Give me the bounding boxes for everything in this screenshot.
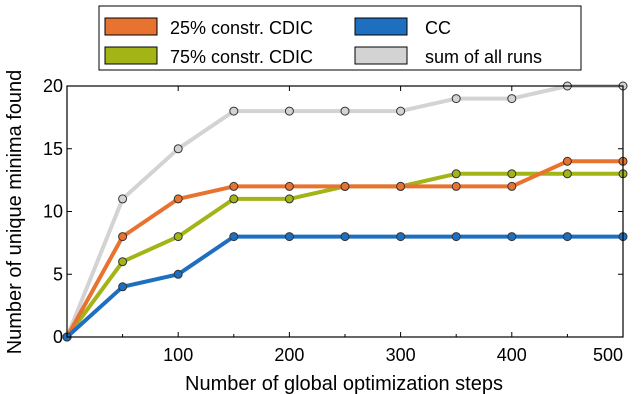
data-point (229, 106, 239, 116)
data-point (229, 232, 239, 242)
data-point (451, 232, 461, 242)
legend-entry: 75% constr. CDIC (104, 46, 313, 67)
y-tick-label: 0 (53, 327, 63, 347)
series-cc (62, 232, 628, 342)
data-point (451, 169, 461, 179)
data-point (284, 106, 294, 116)
x-tick-label: 100 (163, 345, 193, 365)
legend-swatch (354, 46, 408, 65)
y-tick-label: 5 (53, 264, 63, 284)
legend-label: 25% constr. CDIC (170, 18, 313, 38)
data-point (173, 194, 183, 204)
data-point (284, 194, 294, 204)
legend: 25% constr. CDIC CC 75% constr. CDIC sum of… (98, 5, 582, 71)
legend-entry: CC (354, 17, 451, 38)
legend-swatch (104, 17, 158, 36)
legend-swatch (104, 46, 158, 65)
data-point (118, 232, 128, 242)
x-tick-label: 500 (593, 345, 623, 365)
series-line (65, 84, 625, 339)
data-point (118, 282, 128, 292)
data-point (173, 144, 183, 154)
legend-label: CC (425, 18, 451, 38)
data-point (396, 181, 406, 191)
data-point (284, 181, 294, 191)
axes-frame (66, 85, 624, 338)
y-tick-label: 15 (43, 139, 63, 159)
data-point (562, 156, 572, 166)
y-tick-label: 20 (43, 76, 63, 96)
series-line (65, 171, 625, 339)
data-point (340, 232, 350, 242)
legend-box (98, 5, 582, 71)
x-tick-label: 200 (274, 345, 304, 365)
x-axis-label: Number of global optimization steps (185, 373, 503, 394)
data-point (507, 232, 517, 242)
data-point (229, 181, 239, 191)
series-sum-of-all-runs (62, 81, 628, 342)
series-75-constr-cdic (62, 169, 628, 342)
series-line (65, 234, 625, 339)
data-point (118, 257, 128, 267)
data-point (173, 232, 183, 242)
legend-entry: sum of all runs (354, 46, 542, 67)
data-point (562, 232, 572, 242)
data-point (229, 194, 239, 204)
data-point (118, 194, 128, 204)
data-point (340, 181, 350, 191)
y-axis-label: Number of unique minima found (4, 70, 26, 355)
data-point (284, 232, 294, 242)
data-point (562, 169, 572, 179)
data-point (507, 181, 517, 191)
data-point (396, 106, 406, 116)
x-tick-label: 400 (497, 345, 527, 365)
legend-entry: 25% constr. CDIC (104, 17, 313, 38)
data-point (451, 94, 461, 104)
data-point (340, 106, 350, 116)
data-point (451, 181, 461, 191)
legend-swatch (354, 17, 408, 36)
data-point (507, 169, 517, 179)
x-tick-label: 300 (386, 345, 416, 365)
axes: 100 200 300 400 500 0 5 10 15 20 (43, 76, 624, 365)
data-point (507, 94, 517, 104)
y-tick-label: 10 (43, 202, 63, 222)
plot-area (62, 81, 628, 342)
legend-label: 75% constr. CDIC (170, 47, 313, 67)
legend-label: sum of all runs (425, 47, 542, 67)
data-point (396, 232, 406, 242)
data-point (173, 269, 183, 279)
